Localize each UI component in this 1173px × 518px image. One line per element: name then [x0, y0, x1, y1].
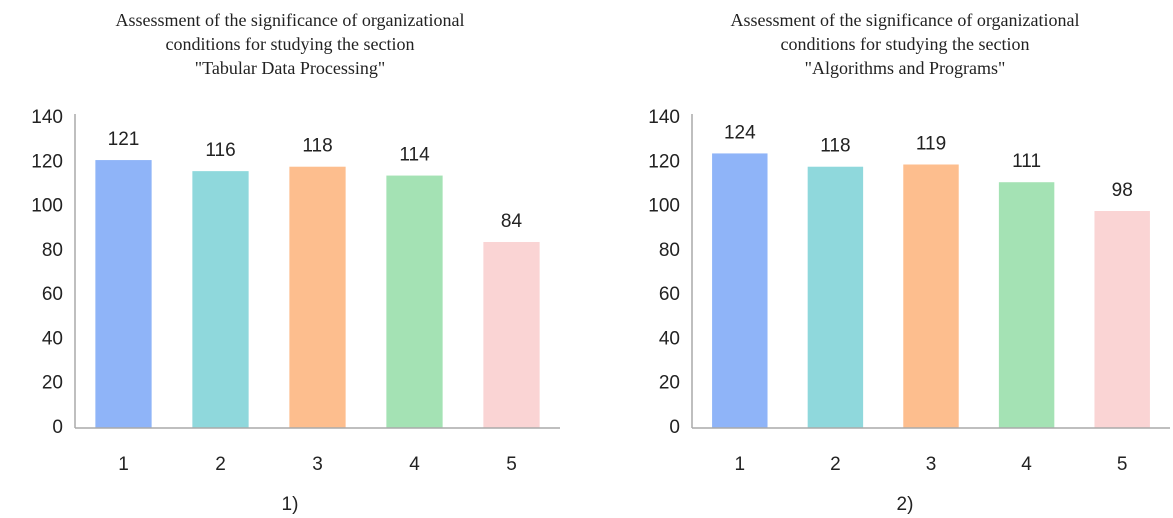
y-tick-label: 80: [42, 240, 63, 261]
bar: [386, 175, 443, 428]
x-tick-label: 5: [506, 454, 517, 475]
y-tick-label: 0: [52, 417, 63, 438]
data-label: 119: [916, 134, 946, 155]
bar: [483, 242, 540, 428]
x-tick-label: 3: [926, 454, 937, 475]
y-tick-label: 60: [42, 284, 63, 305]
data-label: 111: [1012, 151, 1041, 172]
y-tick-label: 80: [659, 240, 680, 261]
y-tick-label: 20: [42, 373, 63, 394]
data-label: 84: [501, 211, 523, 232]
x-tick-label: 5: [1117, 454, 1128, 475]
data-label: 121: [108, 129, 140, 150]
bar: [1094, 211, 1150, 428]
x-tick-label: 2: [830, 454, 841, 475]
data-label: 118: [820, 136, 850, 157]
bar: [95, 160, 152, 429]
chart-title: "Tabular Data Processing": [195, 58, 385, 78]
x-tick-label: 1: [118, 454, 129, 475]
y-tick-label: 140: [31, 107, 63, 128]
x-tick-label: 4: [409, 454, 420, 475]
x-tick-label: 2: [215, 454, 226, 475]
data-label: 98: [1112, 180, 1133, 201]
bar: [998, 182, 1055, 428]
y-tick-label: 60: [659, 284, 680, 305]
bar: [807, 166, 864, 428]
bar: [192, 171, 249, 428]
y-tick-label: 100: [31, 196, 63, 217]
caption: 1): [282, 494, 299, 515]
bar: [289, 166, 346, 428]
data-label: 118: [302, 136, 332, 157]
x-tick-label: 1: [735, 454, 746, 475]
x-tick-label: 3: [312, 454, 323, 475]
chart-title: Assessment of the significance of organi…: [730, 10, 1079, 30]
chart-title: conditions for studying the section: [166, 34, 415, 54]
chart-title: Assessment of the significance of organi…: [115, 10, 464, 30]
y-tick-label: 20: [659, 373, 680, 394]
y-tick-label: 0: [669, 417, 680, 438]
y-tick-label: 120: [648, 151, 680, 172]
data-label: 124: [724, 122, 756, 143]
bar: [712, 153, 768, 428]
chart-title: conditions for studying the section: [781, 34, 1030, 54]
y-tick-label: 100: [648, 196, 680, 217]
y-tick-label: 140: [648, 107, 680, 128]
y-tick-label: 40: [42, 328, 63, 349]
data-label: 114: [399, 145, 430, 166]
data-label: 116: [205, 140, 235, 161]
y-tick-label: 40: [659, 328, 680, 349]
chart-title: "Algorithms and Programs": [805, 58, 1006, 78]
y-tick-label: 120: [31, 151, 63, 172]
x-tick-label: 4: [1021, 454, 1032, 475]
caption: 2): [897, 494, 914, 515]
bar: [903, 164, 959, 428]
